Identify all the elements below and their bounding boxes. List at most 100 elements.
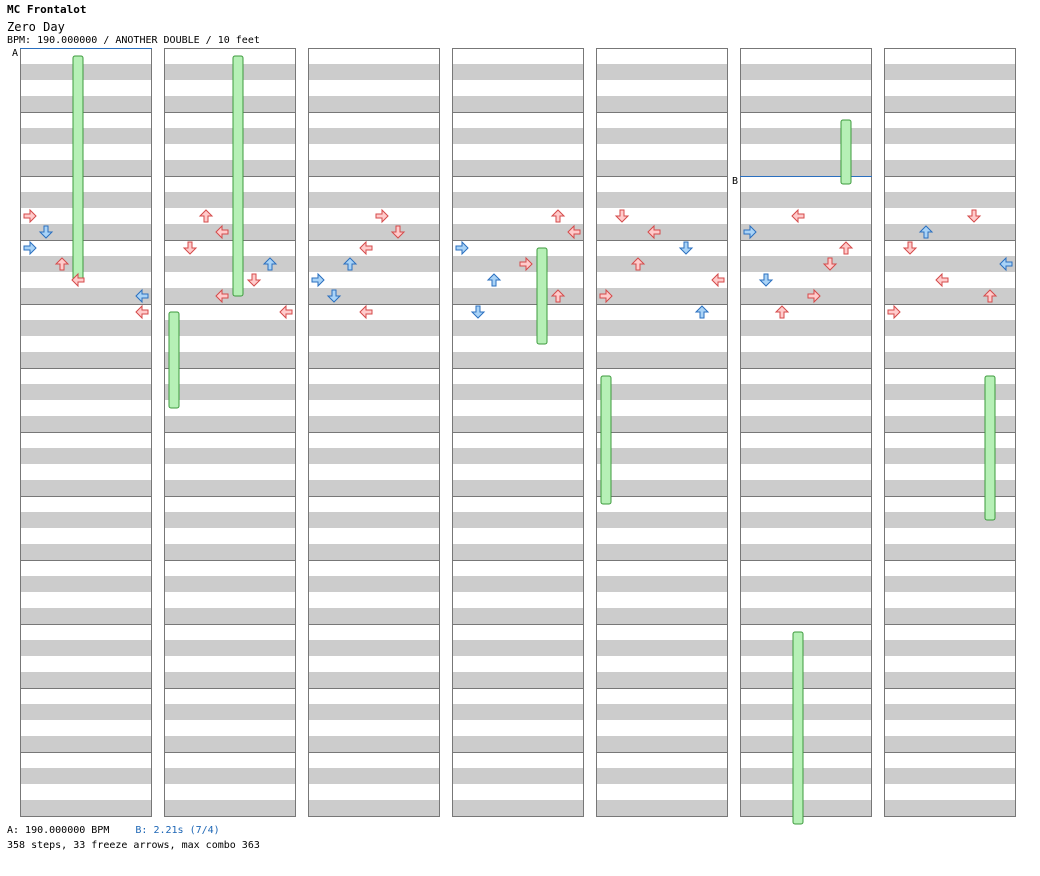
beat-row <box>596 224 728 240</box>
beat-row <box>740 432 872 448</box>
beat-row <box>884 128 1016 144</box>
step-arrow <box>54 257 70 271</box>
beat-row <box>884 176 1016 192</box>
beat-row <box>740 720 872 736</box>
chart-column <box>884 48 1016 817</box>
beat-row <box>308 320 440 336</box>
beat-row <box>596 320 728 336</box>
beat-row <box>452 352 584 368</box>
beat-row <box>164 688 296 704</box>
beat-row <box>596 336 728 352</box>
beat-row <box>596 160 728 176</box>
beat-row <box>740 112 872 128</box>
beat-row <box>20 176 152 192</box>
beat-row <box>20 752 152 768</box>
beat-row <box>308 352 440 368</box>
beat-row <box>164 608 296 624</box>
step-arrow <box>807 288 821 304</box>
beat-row <box>884 96 1016 112</box>
beat-row <box>596 496 728 512</box>
beat-row <box>20 704 152 720</box>
beat-row <box>740 272 872 288</box>
step-arrow <box>630 257 646 271</box>
beat-row <box>596 400 728 416</box>
beat-row <box>452 448 584 464</box>
beat-row <box>308 704 440 720</box>
beat-row <box>164 64 296 80</box>
artist-name: MC Frontalot <box>7 3 87 16</box>
beat-row <box>596 208 728 224</box>
step-arrow <box>550 289 566 303</box>
beat-row <box>20 608 152 624</box>
beat-row <box>884 512 1016 528</box>
beat-row <box>164 112 296 128</box>
freeze-arrow <box>168 311 180 409</box>
beat-row <box>20 272 152 288</box>
beat-row <box>740 192 872 208</box>
step-arrow <box>550 209 566 223</box>
beat-row <box>884 640 1016 656</box>
beat-row <box>884 720 1016 736</box>
step-arrow <box>359 240 373 256</box>
beat-row <box>164 720 296 736</box>
beat-row <box>452 544 584 560</box>
beat-row <box>20 80 152 96</box>
beat-row <box>164 592 296 608</box>
beat-row <box>452 752 584 768</box>
beat-row <box>308 688 440 704</box>
beat-row <box>740 304 872 320</box>
beat-row <box>308 576 440 592</box>
beat-row <box>452 624 584 640</box>
beat-row <box>452 64 584 80</box>
chart-column <box>596 48 728 817</box>
step-arrow <box>215 288 229 304</box>
beat-row <box>20 768 152 784</box>
beat-row <box>884 272 1016 288</box>
beat-row <box>884 736 1016 752</box>
step-arrow <box>647 224 661 240</box>
beat-row <box>884 48 1016 64</box>
beat-row <box>452 272 584 288</box>
step-arrow <box>918 225 934 239</box>
beat-row <box>884 144 1016 160</box>
beat-row <box>308 48 440 64</box>
marker-label: B <box>732 176 738 187</box>
legend-b: B: 2.21s (7/4) <box>135 825 220 836</box>
beat-row <box>308 208 440 224</box>
beat-row <box>740 544 872 560</box>
chart-column <box>164 48 296 817</box>
beat-row <box>164 48 296 64</box>
step-arrow <box>743 224 757 240</box>
beat-row <box>164 560 296 576</box>
beat-row <box>596 112 728 128</box>
beat-row <box>164 448 296 464</box>
beat-row <box>164 736 296 752</box>
step-arrow <box>486 273 502 287</box>
step-arrow <box>359 304 373 320</box>
beat-row <box>308 768 440 784</box>
beat-row <box>164 192 296 208</box>
beat-row <box>596 368 728 384</box>
beat-row <box>164 224 296 240</box>
beat-row <box>740 704 872 720</box>
beat-row <box>596 736 728 752</box>
beat-row <box>20 336 152 352</box>
step-arrow <box>71 272 85 288</box>
beat-row <box>596 480 728 496</box>
beat-row <box>164 672 296 688</box>
beat-row <box>308 336 440 352</box>
beat-row <box>20 560 152 576</box>
beat-row <box>740 464 872 480</box>
beat-row <box>740 688 872 704</box>
beat-row <box>596 96 728 112</box>
beat-row <box>740 768 872 784</box>
beat-row <box>884 688 1016 704</box>
beat-row <box>452 672 584 688</box>
beat-row <box>740 176 872 192</box>
step-arrow <box>262 257 278 271</box>
beat-row <box>740 368 872 384</box>
beat-row <box>452 576 584 592</box>
step-arrow <box>135 288 149 304</box>
beat-row <box>452 720 584 736</box>
